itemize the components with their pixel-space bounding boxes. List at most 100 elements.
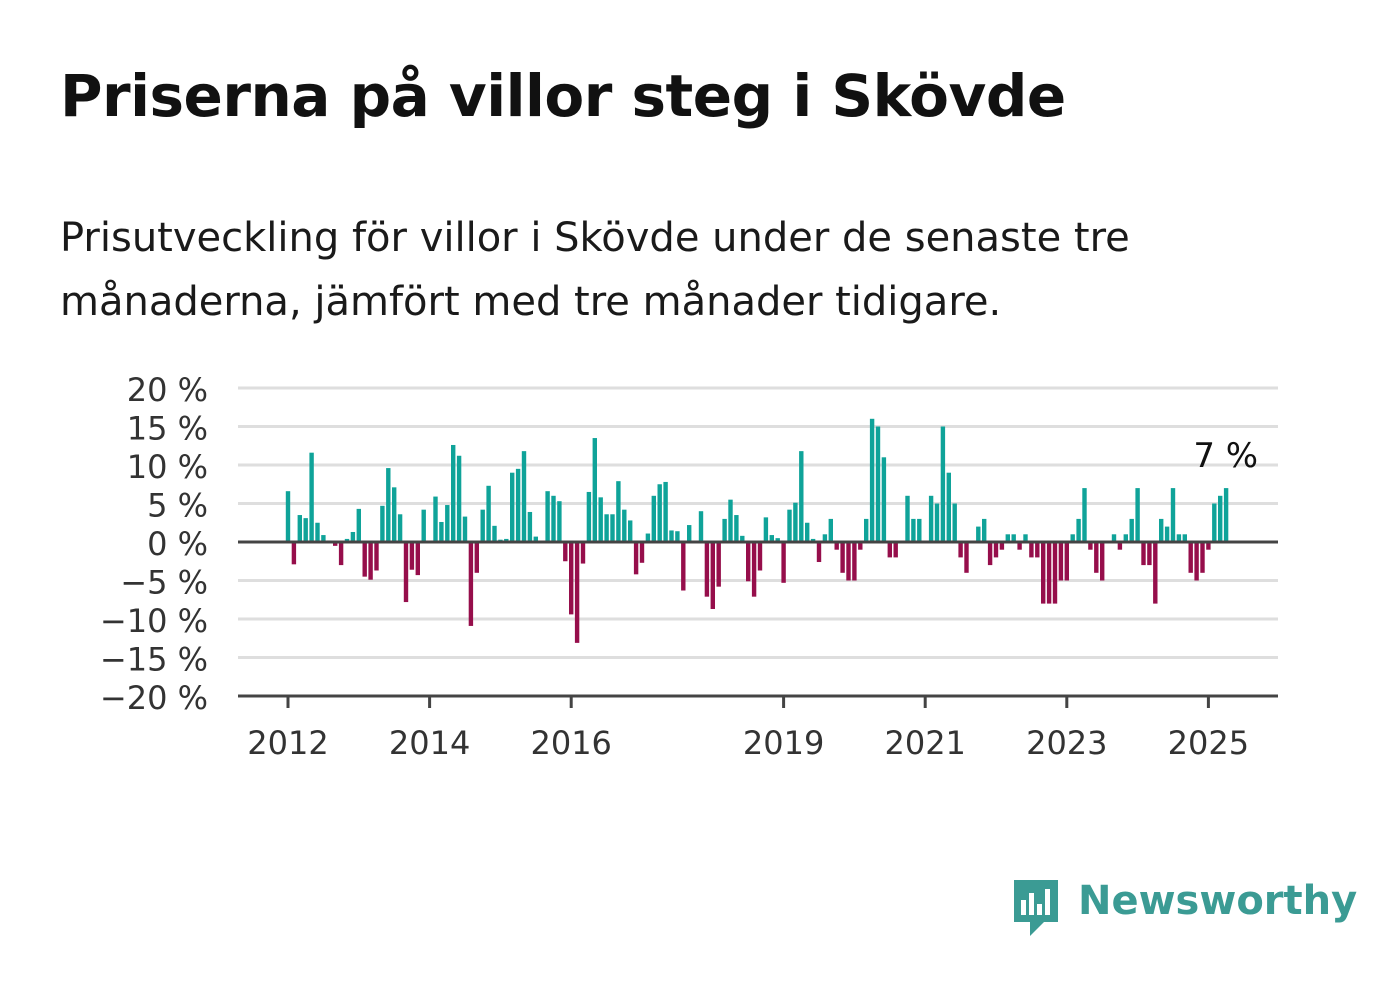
bar: [628, 520, 633, 542]
bar: [551, 495, 556, 542]
bar: [421, 509, 426, 542]
x-tick-label: 2025: [1168, 724, 1249, 762]
bar: [1212, 503, 1217, 542]
bar: [698, 511, 704, 542]
bar: [1159, 518, 1164, 542]
bar: [1052, 542, 1058, 604]
x-axis-tick-labels: 2012 2014 2016 2019 2021 2023 2025: [247, 724, 1249, 762]
bar: [1088, 542, 1093, 550]
bar: [1111, 534, 1117, 542]
bar: [1129, 518, 1134, 542]
bar: [510, 472, 515, 542]
bar: [515, 468, 521, 542]
bar: [864, 518, 869, 542]
bar: [740, 535, 745, 542]
bar: [380, 505, 385, 542]
bar: [598, 497, 603, 542]
bar: [793, 502, 798, 542]
bar: [1046, 542, 1052, 604]
bar: [445, 505, 450, 542]
bar: [905, 495, 910, 542]
bar: [651, 495, 656, 542]
x-tick-label: 2016: [530, 724, 611, 762]
bar: [976, 526, 981, 542]
bar: [409, 542, 415, 570]
bar: [439, 521, 444, 542]
bar: [810, 538, 816, 542]
bar: [474, 542, 479, 573]
bar: [704, 542, 710, 597]
bar: [545, 491, 550, 542]
gridlines: [238, 386, 1278, 659]
bar: [816, 542, 822, 563]
bar: [456, 455, 462, 542]
bar: [834, 542, 839, 550]
bar: [687, 525, 692, 542]
bar: [368, 542, 373, 580]
bar: [869, 418, 875, 542]
y-tick-label: 20 %: [127, 371, 208, 409]
bar: [569, 542, 574, 615]
bar: [415, 542, 420, 576]
y-tick-label: 15 %: [127, 410, 208, 448]
bar: [592, 438, 597, 542]
bar: [610, 514, 615, 542]
x-axis-ticks: [286, 696, 1210, 708]
bar: [374, 542, 379, 571]
bar: [710, 542, 715, 609]
bar: [982, 518, 987, 542]
bar: [940, 426, 946, 542]
bar: [958, 542, 963, 558]
bar: [433, 496, 438, 542]
bar: [291, 542, 297, 565]
bar: [616, 481, 621, 542]
bar: [917, 518, 922, 542]
bar: [356, 508, 361, 542]
bar: [397, 514, 403, 542]
bar: [386, 468, 391, 542]
bar: [681, 542, 686, 591]
bar: [1170, 488, 1176, 542]
bar: [1070, 534, 1075, 542]
bar: [309, 452, 314, 542]
bar: [840, 542, 845, 573]
y-tick-label: 0 %: [147, 525, 208, 563]
bar: [1076, 518, 1081, 542]
bar: [734, 515, 739, 542]
bar: [639, 542, 645, 563]
bar: [993, 542, 999, 558]
bar: [1153, 542, 1158, 604]
bar: [987, 542, 993, 566]
bar: [622, 509, 627, 542]
y-tick-label: 10 %: [127, 448, 208, 486]
bar: [451, 444, 456, 542]
bar: [805, 522, 810, 542]
bar: [952, 503, 957, 542]
y-tick-label: 5 %: [147, 487, 208, 525]
bar: [350, 531, 356, 542]
x-tick-label: 2021: [884, 724, 965, 762]
bar: [521, 451, 527, 542]
bar: [480, 509, 485, 542]
bar: [486, 485, 491, 542]
y-tick-label: −10 %: [100, 602, 208, 640]
bar: [1164, 526, 1170, 542]
bar: [468, 542, 474, 626]
bar: [492, 525, 497, 542]
bar: [586, 491, 592, 542]
bar: [728, 499, 733, 542]
bar: [775, 538, 780, 542]
bar: [645, 533, 651, 542]
bar: [657, 484, 662, 542]
bar: [362, 542, 367, 577]
bar: [321, 535, 326, 542]
bar: [1176, 534, 1182, 542]
bar: [338, 542, 344, 566]
bar: [1141, 542, 1146, 566]
bar: [751, 542, 757, 597]
bar: [1094, 542, 1099, 573]
bar: [285, 491, 291, 542]
bar: [799, 451, 804, 542]
bar: [462, 516, 468, 542]
y-axis-tick-labels: 20 %15 %10 %5 %0 %−5 %−10 %−15 %−20 %: [100, 371, 208, 717]
